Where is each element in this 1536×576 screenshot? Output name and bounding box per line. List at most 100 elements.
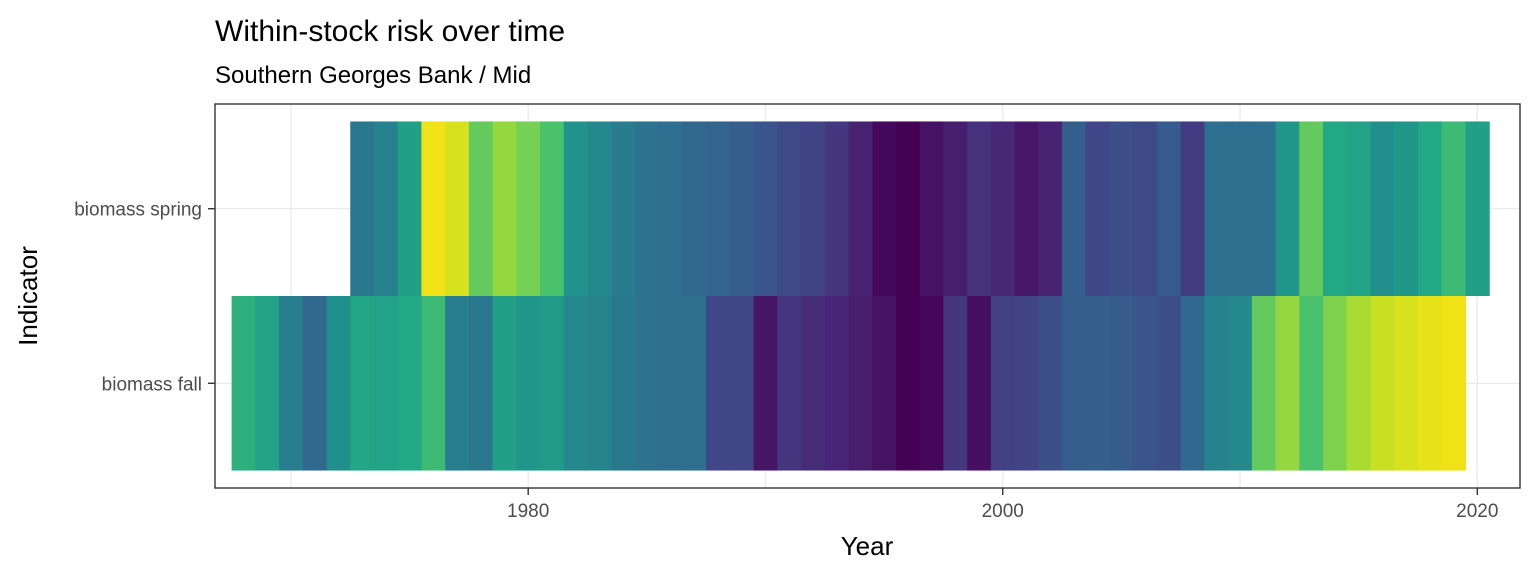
heatmap-tile — [990, 121, 1016, 296]
heatmap-tile — [990, 296, 1016, 471]
heatmap-tile — [540, 296, 565, 471]
y-tick-label: biomass spring — [74, 200, 202, 221]
chart-title: Within-stock risk over time — [215, 15, 565, 48]
heatmap-tile — [445, 121, 470, 296]
heatmap-tile — [1275, 296, 1300, 471]
heatmap-tile — [421, 121, 446, 296]
heatmap-tile — [587, 296, 612, 471]
heatmap-tile — [1370, 296, 1395, 471]
heatmap-tile — [1038, 121, 1063, 296]
heatmap-tile — [729, 121, 755, 296]
heatmap-tile — [777, 296, 802, 471]
heatmap-tile — [967, 296, 992, 471]
heatmap-tile — [1156, 121, 1182, 296]
chart-subtitle: Southern Georges Bank / Mid — [215, 62, 531, 89]
heatmap-tile — [729, 296, 755, 471]
heatmap-tile — [634, 121, 660, 296]
heatmap-tile — [1156, 296, 1182, 471]
heatmap-tile — [1109, 296, 1134, 471]
heatmap-tile — [824, 121, 850, 296]
heatmap-tile — [872, 121, 897, 296]
heatmap-tile — [421, 296, 446, 471]
heatmap-tile — [611, 121, 636, 296]
heatmap-tile — [1228, 121, 1253, 296]
heatmap-tile — [563, 121, 589, 296]
heatmap-tile — [492, 296, 517, 471]
heatmap-tile — [1275, 121, 1300, 296]
heatmap-tile — [1228, 296, 1253, 471]
heatmap-tile — [326, 296, 351, 471]
heatmap-tile — [302, 296, 328, 471]
heatmap-tile — [445, 296, 470, 471]
heatmap-tile — [706, 296, 731, 471]
heatmap-tile — [255, 296, 280, 471]
heatmap-tile — [1299, 296, 1324, 471]
heatmap-tile — [1251, 296, 1277, 471]
heatmap-tile — [1062, 296, 1087, 471]
heatmap-tile — [1441, 296, 1467, 471]
x-tick-label: 2000 — [982, 501, 1024, 522]
heatmap-tile — [801, 296, 826, 471]
x-axis-title: Year — [841, 531, 894, 561]
heatmap-tile — [1109, 121, 1134, 296]
heatmap-tile — [1346, 296, 1372, 471]
heatmap-tile — [943, 296, 968, 471]
heatmap-tile — [1417, 296, 1443, 471]
heatmap-tile — [658, 121, 684, 296]
heatmap-tile — [397, 296, 423, 471]
heatmap-tile — [373, 121, 399, 296]
heatmap-tile — [1204, 296, 1229, 471]
heatmap-tile — [563, 296, 589, 471]
heatmap-tile — [967, 121, 992, 296]
heatmap-tile — [279, 296, 304, 471]
heatmap-tile — [919, 121, 945, 296]
heatmap-tile — [777, 121, 802, 296]
heatmap-tile — [919, 296, 945, 471]
heatmap-tile — [1014, 121, 1039, 296]
heatmap-tiles — [231, 121, 1490, 471]
heatmap-tile — [1085, 121, 1111, 296]
heatmap-tile — [1323, 296, 1348, 471]
heatmap-tile — [540, 121, 565, 296]
heatmap-tile — [895, 296, 921, 471]
x-tick-label: 2020 — [1456, 501, 1498, 522]
heatmap-tile — [1441, 121, 1467, 296]
plot-panel — [214, 103, 1521, 489]
heatmap-tile — [848, 121, 873, 296]
heatmap-tile — [1085, 296, 1111, 471]
heatmap-tile — [634, 296, 660, 471]
heatmap-tile — [1417, 121, 1443, 296]
heatmap-tile — [872, 296, 897, 471]
heatmap-tile — [350, 121, 375, 296]
heatmap-tile — [824, 296, 850, 471]
heatmap-tile — [1465, 121, 1490, 296]
heatmap-tile — [1204, 121, 1229, 296]
heatmap-tile — [231, 296, 256, 471]
y-tick-label: biomass fall — [102, 374, 202, 395]
heatmap-tile — [397, 121, 423, 296]
heatmap-tile — [682, 296, 707, 471]
heatmap-tile — [1394, 121, 1419, 296]
heatmap-tile — [1038, 296, 1063, 471]
heatmap-tile — [1370, 121, 1395, 296]
heatmap-tile — [468, 296, 494, 471]
heatmap-tile — [706, 121, 731, 296]
heatmap-tile — [373, 296, 399, 471]
heatmap-tile — [587, 121, 612, 296]
heatmap-tile — [1299, 121, 1324, 296]
heatmap-tile — [1251, 121, 1277, 296]
heatmap-tile — [1323, 121, 1348, 296]
heatmap-tile — [848, 296, 873, 471]
heatmap-tile — [1133, 121, 1158, 296]
heatmap-tile — [516, 121, 541, 296]
axes: 1980 2000 2020 biomass spring biomass fall — [74, 200, 1498, 522]
heatmap-tile — [1180, 296, 1206, 471]
heatmap-tile — [1180, 121, 1206, 296]
heatmap-tile — [1394, 296, 1419, 471]
heatmap-tile — [682, 121, 707, 296]
heatmap-tile — [1062, 121, 1087, 296]
heatmap-tile — [1014, 296, 1039, 471]
x-tick-label: 1980 — [507, 501, 549, 522]
heatmap-tile — [350, 296, 375, 471]
